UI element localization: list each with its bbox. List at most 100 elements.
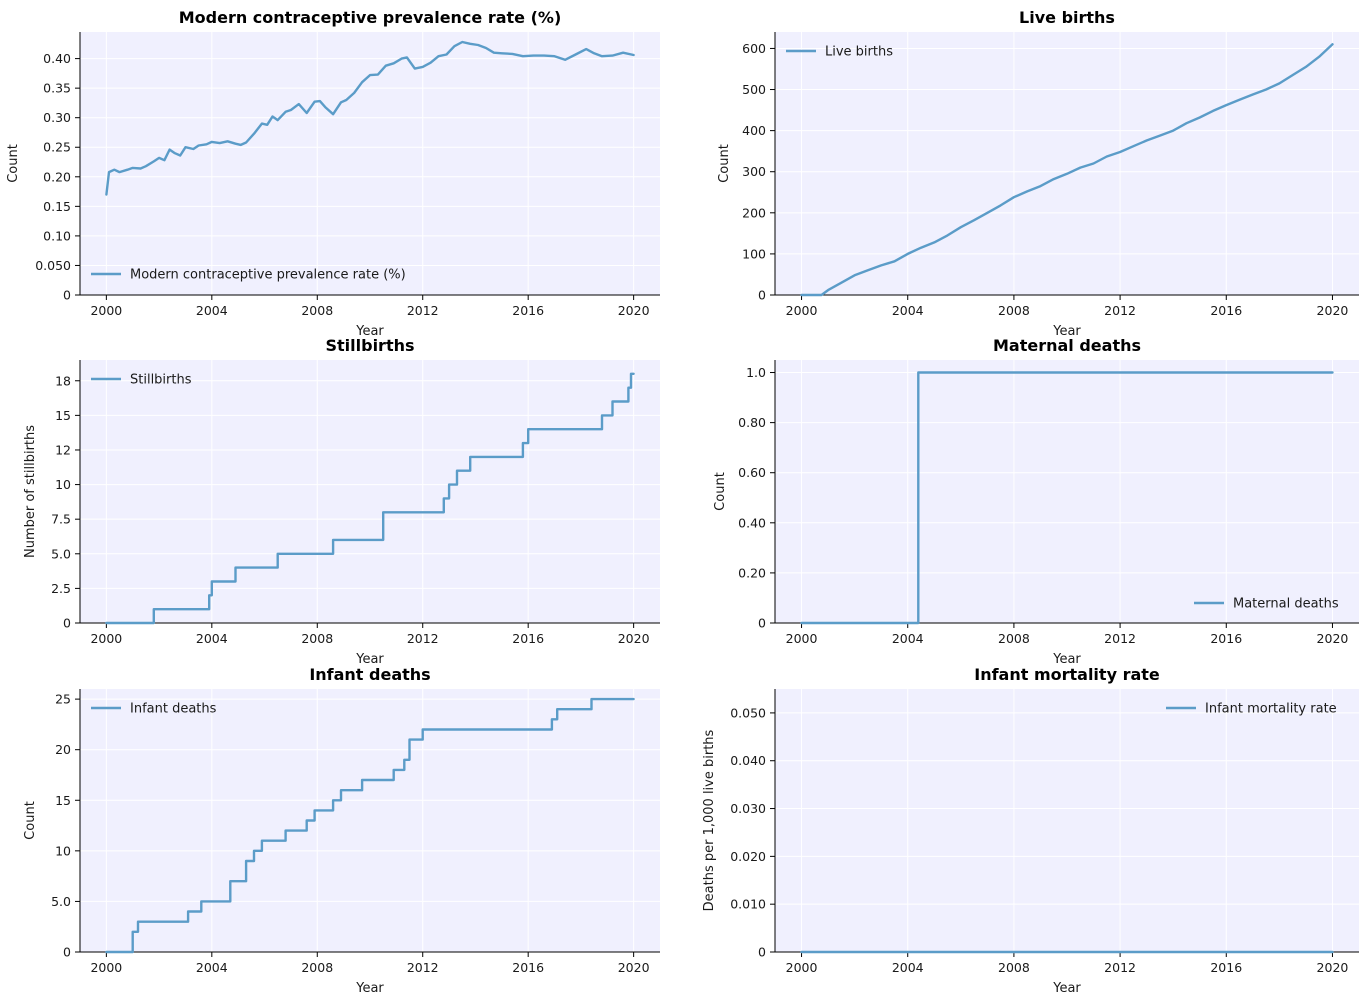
x-tick-label: 2012 <box>407 303 439 318</box>
y-tick-label: 18 <box>55 373 71 388</box>
y-tick-label: 0.40 <box>43 51 71 66</box>
x-tick-label: 2020 <box>618 960 650 975</box>
x-tick-label: 2008 <box>301 303 333 318</box>
legend-label: Infant mortality rate <box>1205 702 1337 717</box>
y-tick-label: 12 <box>55 442 71 457</box>
x-tick-label: 2000 <box>90 303 122 318</box>
x-tick-label: 2004 <box>196 303 228 318</box>
x-tick-label: 2000 <box>786 960 818 975</box>
x-tick-label: 2016 <box>512 960 544 975</box>
y-tick-label: 0.15 <box>43 199 71 214</box>
y-axis-label: Count <box>713 472 728 511</box>
chart-panel-2: 2000 2004 2008 2012 2016 2020 0 100 200 300 400 500… <box>717 8 1359 339</box>
x-tick-label: 2020 <box>1317 960 1349 975</box>
chart-title: Infant mortality rate <box>974 665 1160 684</box>
legend-label: Stillbirths <box>130 373 192 388</box>
x-tick-label: 2012 <box>1104 303 1136 318</box>
chart-title: Infant deaths <box>309 665 430 684</box>
x-axis-label: Year <box>1052 981 1081 996</box>
y-tick-label: 0 <box>758 288 766 303</box>
y-tick-label: 0.030 <box>730 801 766 816</box>
x-tick-label: 2000 <box>786 631 818 646</box>
x-tick-label: 2012 <box>1104 960 1136 975</box>
x-tick-label: 2016 <box>1210 303 1242 318</box>
x-tick-label: 2008 <box>301 631 333 646</box>
y-tick-label: 0 <box>63 616 71 631</box>
legend-label: Infant deaths <box>130 702 217 717</box>
chart-panel-1: 2000 2004 2008 2012 2016 2020 0 0.050 0.10 0.15 0.… <box>6 8 660 339</box>
series-line <box>105 40 635 196</box>
x-tick-label: 2012 <box>407 631 439 646</box>
series-line <box>800 43 1334 297</box>
chart-title: Modern contraceptive prevalence rate (%) <box>179 8 562 27</box>
y-tick-label: 0 <box>63 945 71 960</box>
y-tick-label: 1.0 <box>746 365 766 380</box>
series-line <box>105 697 635 954</box>
y-tick-label: 100 <box>742 246 766 261</box>
x-axis-label: Year <box>355 652 384 667</box>
y-tick-label: 0.010 <box>730 897 766 912</box>
y-tick-label: 0.30 <box>43 110 71 125</box>
y-axis-label: Deaths per 1,000 live births <box>702 729 717 911</box>
y-tick-label: 0.35 <box>43 81 71 96</box>
x-axis-label: Year <box>1052 652 1081 667</box>
plot-area <box>80 360 660 623</box>
y-tick-label: 0.80 <box>738 415 766 430</box>
series-line <box>800 371 1334 625</box>
y-tick-label: 0.040 <box>730 753 766 768</box>
x-tick-label: 2020 <box>618 631 650 646</box>
y-axis-label: Count <box>6 144 21 183</box>
legend-label: Maternal deaths <box>1233 597 1339 612</box>
y-tick-label: 0.020 <box>730 849 766 864</box>
x-tick-label: 2008 <box>301 960 333 975</box>
x-tick-label: 2020 <box>1317 303 1349 318</box>
chart-panel-3: 2000 2004 2008 2012 2016 2020 0 2.5 5.0 7.5 10 12 15… <box>23 336 660 667</box>
x-axis-label: Year <box>1052 324 1081 339</box>
y-axis-label: Number of stillbirths <box>23 425 38 558</box>
x-tick-label: 2008 <box>998 960 1030 975</box>
plot-area <box>775 689 1359 952</box>
y-tick-label: 0.20 <box>738 565 766 580</box>
plot-area <box>775 360 1359 623</box>
y-tick-label: 15 <box>55 793 71 808</box>
y-tick-label: 15 <box>55 408 71 423</box>
plot-area <box>80 32 660 295</box>
plot-area <box>80 689 660 952</box>
x-axis-label: Year <box>355 324 384 339</box>
x-tick-label: 2012 <box>407 960 439 975</box>
y-tick-label: 300 <box>742 164 766 179</box>
y-tick-label: 0.10 <box>43 228 71 243</box>
legend-label: Live births <box>825 45 893 60</box>
x-tick-label: 2004 <box>892 631 924 646</box>
x-tick-label: 2000 <box>90 960 122 975</box>
y-tick-label: 0 <box>63 288 71 303</box>
legend-label: Modern contraceptive prevalence rate (%) <box>130 268 406 283</box>
x-tick-label: 2000 <box>786 303 818 318</box>
y-tick-label: 10 <box>55 843 71 858</box>
x-tick-label: 2004 <box>196 631 228 646</box>
chart-panel-5: 2000 2004 2008 2012 2016 2020 0 5.0 10 15 20 25 Infa… <box>23 665 660 996</box>
x-tick-label: 2004 <box>196 960 228 975</box>
y-tick-label: 0.40 <box>738 515 766 530</box>
chart-title: Live births <box>1019 8 1115 27</box>
x-tick-label: 2020 <box>618 303 650 318</box>
plot-area <box>775 32 1359 295</box>
y-tick-label: 500 <box>742 82 766 97</box>
x-tick-label: 2016 <box>1210 631 1242 646</box>
x-tick-label: 2016 <box>512 303 544 318</box>
x-tick-label: 2004 <box>892 960 924 975</box>
y-tick-label: 0 <box>758 616 766 631</box>
x-tick-label: 2004 <box>892 303 924 318</box>
y-tick-label: 0.050 <box>730 705 766 720</box>
y-tick-label: 5.0 <box>51 546 71 561</box>
y-tick-label: 5.0 <box>51 894 71 909</box>
y-axis-label: Count <box>717 144 732 183</box>
chart-panel-6: 2000 2004 2008 2012 2016 2020 0 0.010 0.020 0.030… <box>702 665 1359 996</box>
y-tick-label: 20 <box>55 742 71 757</box>
y-tick-label: 600 <box>742 41 766 56</box>
x-tick-label: 2008 <box>998 303 1030 318</box>
y-tick-label: 0 <box>758 945 766 960</box>
y-tick-label: 2.5 <box>51 581 71 596</box>
y-tick-label: 0.25 <box>43 140 71 155</box>
